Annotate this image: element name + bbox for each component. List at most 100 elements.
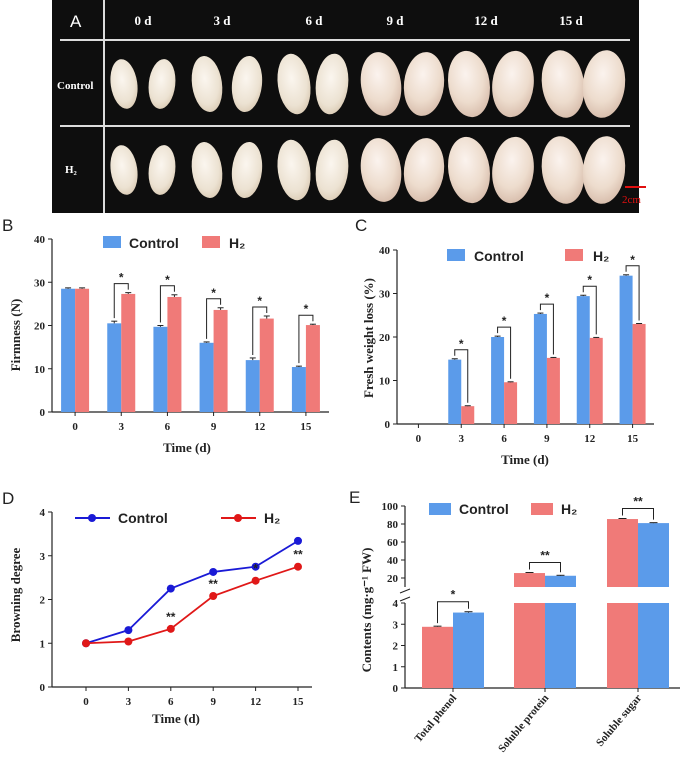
- panel-a-row-label-control: Control: [57, 80, 93, 92]
- chart-e-y-tick-label: 4: [393, 598, 399, 610]
- chart-e-bar-h2-upper: [514, 573, 545, 587]
- chart-d-ylabel: Browning degree: [8, 548, 23, 643]
- chart-e-significance-label: **: [540, 549, 550, 563]
- chart-c-x-tick-label: 6: [501, 433, 507, 445]
- chart-b-legend-control: Control: [129, 235, 179, 251]
- chart-b-y-tick-label: 40: [34, 234, 46, 246]
- chart-c-y-tick-label: 0: [385, 419, 391, 431]
- chart-b-significance-label: *: [304, 302, 309, 316]
- chart-d-point-h2: [251, 576, 260, 585]
- chart-d-y-tick-label: 1: [40, 638, 46, 650]
- petal: [110, 145, 138, 195]
- chart-b-y-tick-label: 10: [34, 364, 46, 376]
- petal: [448, 50, 490, 118]
- chart-b-bar-h2: [213, 309, 228, 412]
- chart-e-x-tick-label: Total phenol: [412, 692, 459, 745]
- petal: [403, 138, 445, 202]
- chart-c-legend-h2: H₂: [593, 248, 609, 264]
- chart-b-bar-h2: [305, 325, 320, 412]
- petal: [148, 59, 176, 109]
- chart-e-bar-control-upper: [545, 575, 576, 587]
- chart-b-bar-h2: [259, 318, 274, 412]
- chart-d-line-h2: [85, 565, 299, 645]
- chart-e-y-tick-label: 60: [387, 537, 399, 549]
- petal: [191, 56, 223, 112]
- chart-b-significance-label: *: [165, 273, 170, 287]
- chart-e-axis-break: [399, 596, 411, 602]
- petal: [148, 145, 176, 195]
- chart-d-x-tick-label: 9: [210, 696, 216, 708]
- chart-c-significance-bracket: [625, 265, 640, 321]
- chart-e-x-tick-label: Soluble protein: [496, 692, 551, 755]
- chart-c-bar-control: [448, 359, 462, 424]
- chart-d-point-h2: [209, 592, 218, 600]
- petal: [448, 136, 490, 204]
- chart-c-significance-label: *: [545, 291, 550, 305]
- petal: [231, 141, 263, 199]
- chart-c-bar-h2: [589, 337, 603, 424]
- chart-c-bar-control: [491, 337, 505, 424]
- chart-e-bar-h2-upper: [607, 519, 638, 587]
- chart-b-bar-control: [199, 342, 214, 412]
- panel-d: D Browning degree Time (d) Control H₂ 0 1…: [2, 489, 312, 726]
- chart-c-significance-label: *: [630, 253, 635, 267]
- petal: [231, 55, 263, 113]
- chart-browning-degree: Browning degree Time (d) Control H₂ 0123…: [8, 507, 312, 726]
- chart-c-bar-control: [533, 313, 547, 424]
- chart-e-significance-bracket: [529, 562, 561, 573]
- chart-c-xlabel: Time (d): [501, 452, 549, 467]
- chart-c-legend-swatch-control: [447, 249, 465, 261]
- chart-firmness: Firmness (N) Time (d) Control H₂ 0102030…: [8, 234, 329, 455]
- chart-d-point-h2: [166, 624, 175, 633]
- panel-b-letter: B: [2, 216, 13, 235]
- petal: [277, 139, 311, 201]
- chart-e-legend-swatch-control: [429, 503, 451, 515]
- chart-c-x-tick-label: 12: [584, 433, 596, 445]
- chart-e-bar-control-upper: [638, 523, 669, 587]
- chart-e-ylabel: Contents (mg·g⁻¹ FW): [359, 548, 374, 673]
- chart-d-x-tick-label: 15: [293, 696, 305, 708]
- petal: [315, 139, 349, 201]
- chart-e-y-tick-label: 100: [382, 501, 399, 513]
- panel-e-letter: E: [349, 488, 360, 507]
- panel-b: B Firmness (N) Time (d) Control H₂ 0 10 20…: [2, 216, 329, 455]
- chart-e-bar-h2-lower: [607, 603, 638, 688]
- chart-d-point-h2: [82, 639, 90, 648]
- petal: [403, 52, 445, 116]
- chart-d-x-tick-label: 0: [83, 696, 89, 708]
- chart-d-point-h2: [294, 562, 302, 571]
- petal: [191, 142, 223, 198]
- chart-c-significance-label: *: [587, 273, 592, 287]
- chart-contents: Contents (mg·g⁻¹ FW) Control H₂ 0 1 2 3 4 20 4…: [359, 495, 680, 755]
- chart-d-y-tick-label: 4: [40, 507, 46, 519]
- chart-c-y-tick-label: 10: [379, 376, 391, 388]
- chart-b-legend-swatch-h2: [202, 236, 220, 248]
- chart-b-xlabel: Time (d): [163, 440, 211, 455]
- panel-d-letter: D: [2, 489, 14, 508]
- chart-c-significance-label: *: [459, 337, 464, 351]
- chart-c-y-tick-label: 40: [379, 245, 391, 257]
- chart-d-legend-marker-h2: [234, 514, 242, 522]
- chart-d-significance-label: **: [209, 577, 219, 591]
- chart-c-bar-h2: [461, 406, 475, 424]
- chart-d-legend-control: Control: [118, 510, 168, 526]
- panel-a: A 0 d 3 d 6 d 9 d 12 d 15 d Control H₂ 2cm: [52, 0, 646, 213]
- chart-b-y-tick-label: 20: [34, 321, 46, 333]
- chart-c-significance-label: *: [502, 314, 507, 328]
- chart-c-bar-h2: [632, 323, 646, 424]
- chart-b-significance-bracket: [159, 285, 175, 323]
- chart-e-axis-break: [399, 588, 411, 594]
- chart-b-bar-h2: [121, 293, 136, 412]
- chart-e-y-tick-label: 0: [393, 683, 399, 695]
- chart-c-bar-h2: [546, 357, 560, 424]
- chart-b-bar-control: [291, 367, 306, 412]
- chart-d-significance-label: **: [166, 610, 176, 624]
- panel-a-petals: [110, 50, 626, 204]
- chart-c-x-tick-label: 15: [627, 433, 639, 445]
- chart-c-significance-bracket: [454, 349, 469, 403]
- chart-e-y-tick-label: 3: [393, 619, 399, 631]
- chart-fresh-weight-loss: Fresh weight loss (%) Time (d) Control H…: [361, 245, 654, 467]
- chart-e-legend-h2: H₂: [561, 501, 577, 517]
- chart-b-significance-label: *: [211, 286, 216, 300]
